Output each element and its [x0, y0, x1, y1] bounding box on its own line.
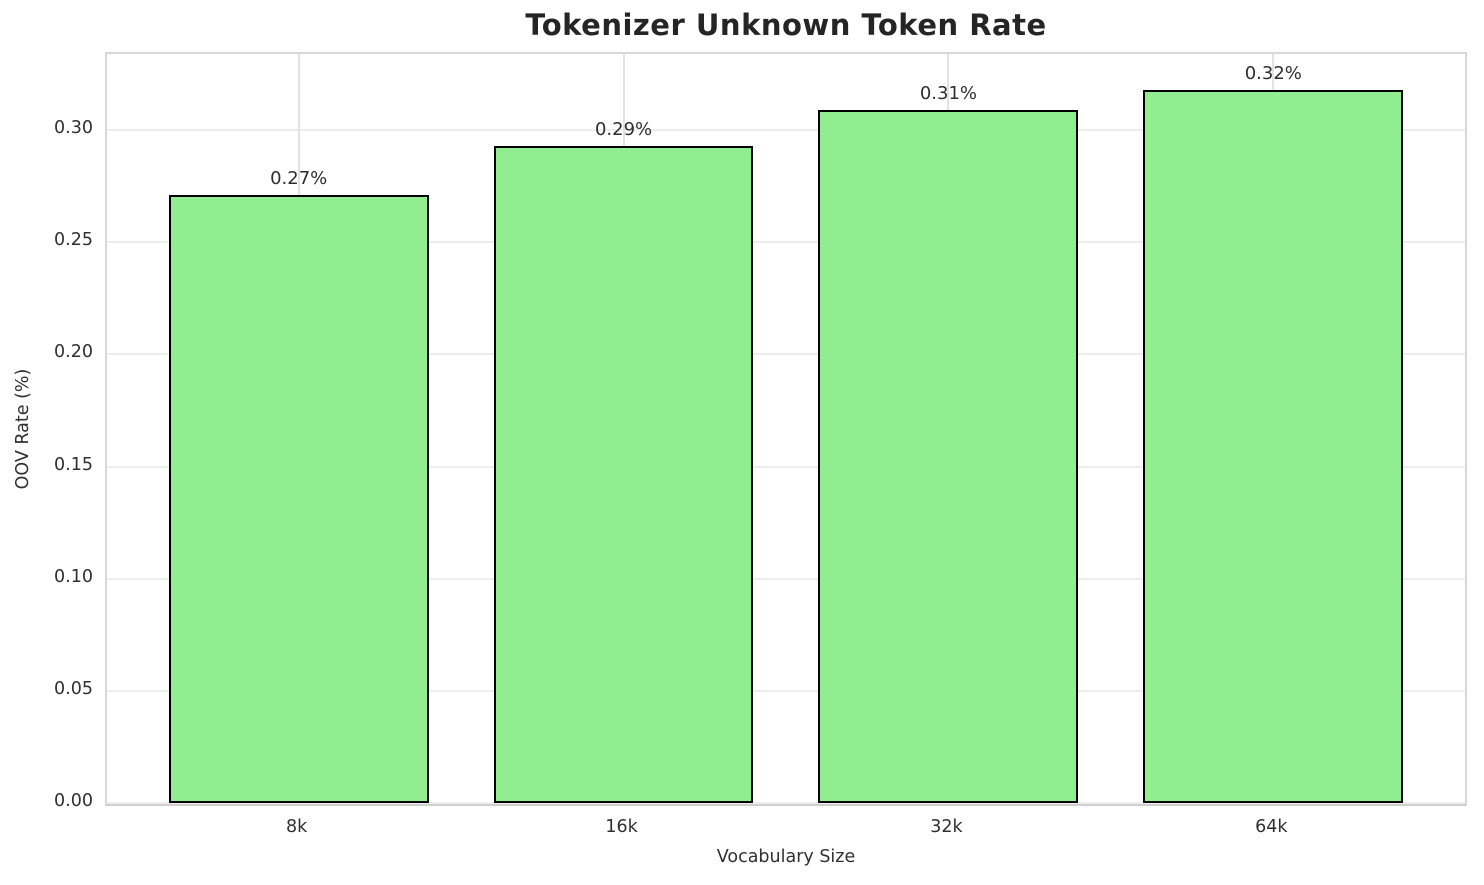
gridline-h — [107, 129, 1465, 132]
bar-8k — [168, 195, 429, 803]
x-axis-label: Vocabulary Size — [716, 847, 856, 867]
y-tick-label: 0.05 — [54, 678, 93, 699]
bar-32k — [818, 110, 1079, 803]
bar-value-label: 0.27% — [270, 168, 328, 190]
x-axis-ticks: 8k 16k 32k 64k — [105, 817, 1467, 843]
gridline-h — [107, 241, 1465, 244]
bar-value-label: 0.31% — [919, 83, 978, 105]
gridline-h — [107, 465, 1465, 468]
x-tick-label-8k: 8k — [286, 817, 308, 837]
y-tick-label: 0.10 — [54, 566, 93, 587]
y-tick-label: 0.00 — [54, 791, 93, 811]
x-tick-label-32k: 32k — [930, 817, 963, 837]
x-tick-label-64k: 64k — [1255, 817, 1288, 837]
bar-value-label: 0.32% — [1244, 62, 1302, 84]
y-tick-label: 0.15 — [54, 454, 93, 475]
x-tick-label-16k: 16k — [605, 817, 638, 837]
y-tick-label: 0.30 — [54, 118, 93, 139]
chart-title: Tokenizer Unknown Token Rate — [525, 8, 1047, 42]
gridline-h — [107, 802, 1465, 804]
y-tick-label: 0.25 — [54, 230, 93, 251]
y-tick-label: 0.20 — [54, 342, 93, 363]
bar-64k — [1143, 89, 1404, 803]
plot-area: 0.27% 0.29% 0.31% 0.32% — [105, 52, 1467, 806]
y-axis-ticks: 0.00 0.05 0.10 0.15 0.20 0.25 0.30 — [0, 52, 93, 811]
gridline-h — [107, 353, 1465, 356]
bar-value-label: 0.29% — [594, 118, 653, 140]
bar-16k — [493, 145, 754, 803]
gridline-h — [107, 577, 1465, 580]
gridline-h — [107, 689, 1465, 692]
